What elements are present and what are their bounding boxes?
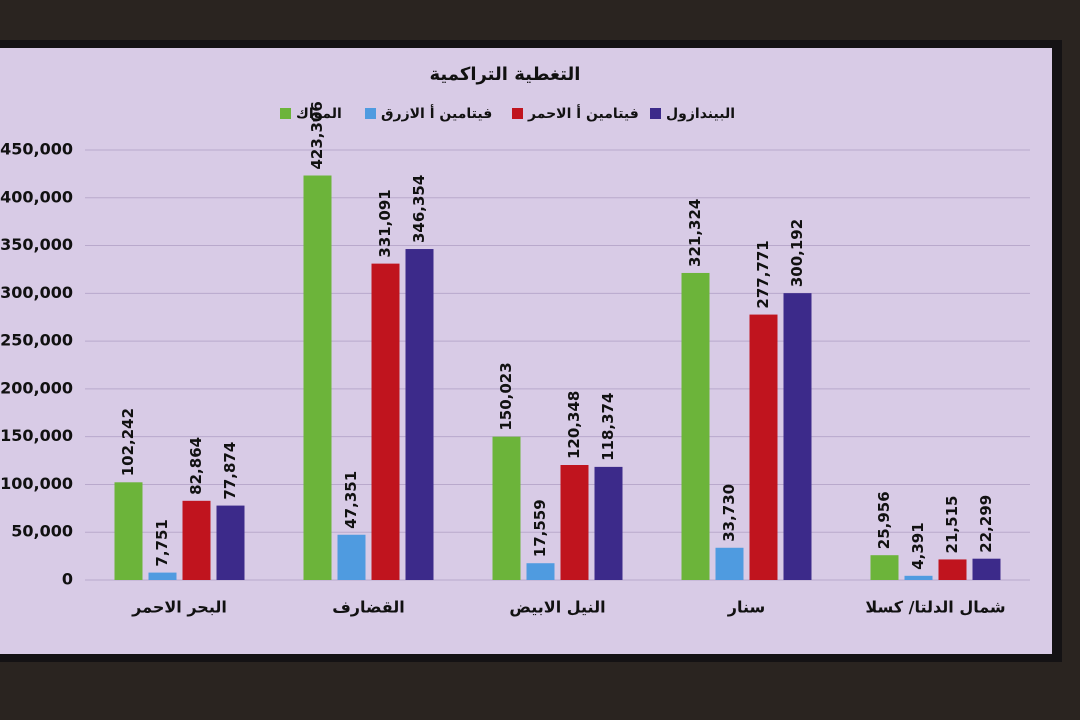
bar [148,572,177,580]
bar [904,575,933,580]
value-label: 33,730 [720,484,738,542]
y-tick-label: 100,000 [0,474,73,493]
value-label: 331,091 [376,189,394,257]
value-label: 321,324 [686,199,704,267]
x-tick-label: سنار [727,598,765,617]
bar [938,559,967,580]
bar [749,314,778,580]
bar [405,249,434,581]
x-tick-label: شمال الدلتا/ كسلا [865,598,1005,617]
bar [972,558,1001,580]
value-label: 7,751 [153,519,171,566]
bar [783,293,812,580]
legend-label: البيندازول [666,106,735,122]
value-label: 120,348 [565,391,583,459]
bar [594,466,623,580]
y-tick-label: 50,000 [11,522,73,541]
bar [216,505,245,580]
value-label: 17,559 [531,499,549,557]
bar [681,272,710,580]
y-tick-label: 150,000 [0,426,73,445]
y-tick-label: 350,000 [0,235,73,254]
legend-label: المواك [296,106,342,122]
legend-label: فيتامين أ الازرق [381,104,492,122]
bar [560,465,589,580]
y-tick-label: 400,000 [0,187,73,206]
legend-swatch [512,108,523,119]
bar [492,436,521,580]
bar [870,555,899,580]
value-label: 4,391 [909,522,927,569]
value-label: 25,956 [875,491,893,549]
value-label: 82,864 [187,437,205,495]
legend-label: فيتامين أ الاحمر [527,104,639,122]
y-tick-label: 200,000 [0,378,73,397]
y-tick-label: 300,000 [0,283,73,302]
legend-swatch [280,108,291,119]
y-tick-label: 0 [62,570,73,589]
bar [337,534,366,580]
legend-swatch [365,108,376,119]
bar [303,175,332,580]
value-label: 423,306 [308,101,326,169]
y-tick-label: 250,000 [0,331,73,350]
value-label: 300,192 [788,219,806,287]
bar [182,500,211,580]
chart-title: التغطية التراكمية [430,64,581,85]
value-label: 277,771 [754,240,772,308]
value-label: 150,023 [497,362,515,430]
value-label: 346,354 [410,175,428,243]
screen [0,48,1052,654]
value-label: 118,374 [599,393,617,461]
bar [371,263,400,580]
bar [114,482,143,580]
x-tick-label: البحر الاحمر [131,598,227,617]
value-label: 22,299 [977,495,995,553]
legend-swatch [650,108,661,119]
value-label: 77,874 [221,442,239,500]
value-label: 47,351 [342,471,360,529]
y-tick-label: 450,000 [0,140,73,159]
bar [715,547,744,580]
value-label: 21,515 [943,496,961,554]
x-tick-label: النيل الابيض [509,598,605,617]
bar [526,563,555,580]
value-label: 102,242 [119,408,137,476]
x-tick-label: القضارف [332,598,405,617]
